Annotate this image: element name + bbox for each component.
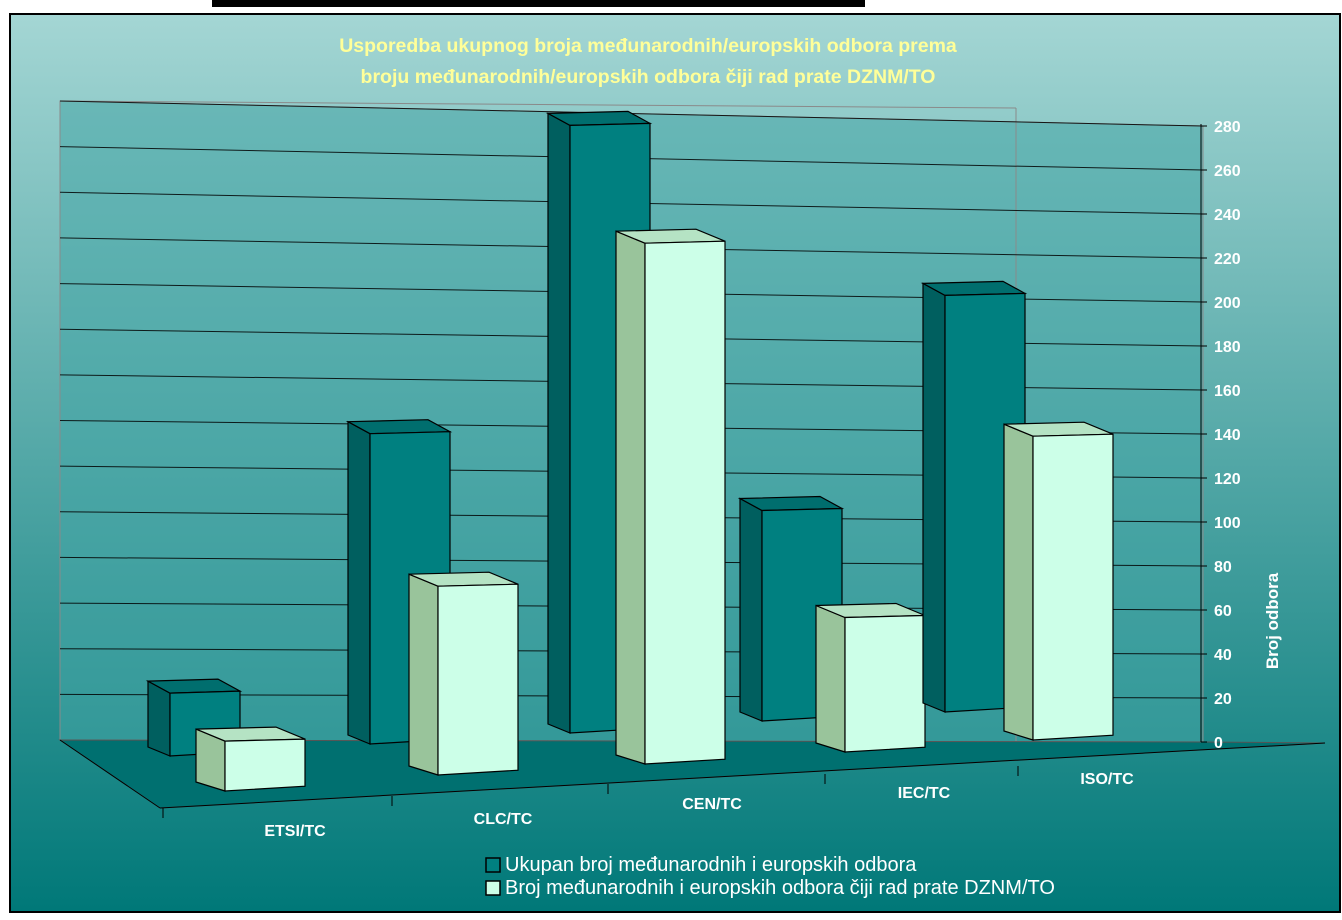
legend: Ukupan broj međunarodnih i europskih odb… [485,854,1055,899]
bar-total-iectc-side [739,497,763,722]
y-tick-label: 120 [1214,471,1241,488]
y-tick-label: 0 [1214,735,1223,752]
top-black-bar [212,0,865,7]
bar-monitored-isotc-front [1032,433,1114,741]
y-tick-label: 60 [1214,603,1232,620]
bar-monitored-clctc [408,571,519,776]
bar-total-etsitc [145,678,243,757]
bar-monitored-iectc [815,602,926,753]
y-axis-label: Broj odbora [1263,572,1282,669]
bar-total-isotc-side [922,282,946,713]
y-tick-label: 240 [1214,207,1241,224]
bar-total-etsitc-side [147,680,171,757]
y-tick-label: 220 [1214,251,1241,268]
bar-monitored-centc-side [615,230,646,765]
x-axis: ETSI/TC CLC/TC CEN/TC IEC/TC ISO/TC [162,766,1134,840]
bar-monitored-iectc-side [815,604,846,753]
y-tick-label: 20 [1214,691,1232,708]
y-tick-label: 40 [1214,647,1232,664]
x-tick-label: IEC/TC [898,785,951,802]
legend-swatch-total [485,857,501,873]
bar-monitored-iectc-front [844,614,926,753]
bar-monitored-etsitc-front [224,738,306,792]
y-tick-label: 160 [1214,383,1241,400]
y-tick-label: 200 [1214,295,1241,312]
bar-monitored-centc [615,228,726,765]
bar-monitored-clctc-front [437,583,519,776]
bar-monitored-centc-front [644,240,726,765]
chart-title-line-2: broju međunarodnih/europskih odbora čiji… [361,66,936,88]
legend-label-total: Ukupan broj međunarodnih i europskih odb… [505,854,917,876]
legend-swatch-monitored [485,880,501,896]
y-tick-label: 260 [1214,163,1241,180]
y-tick-label: 280 [1214,119,1241,136]
y-tick-label: 140 [1214,427,1241,444]
floor-left-edge [59,739,161,809]
bar-total-centc-side [547,112,571,734]
x-tick-label: ETSI/TC [264,823,326,840]
legend-label-monitored: Broj međunarodnih i europskih odbora čij… [505,877,1055,899]
bars [145,110,1114,792]
bar-monitored-isotc [1003,421,1114,741]
bar-total-clctc-side [347,420,371,745]
y-tick-label: 180 [1214,339,1241,356]
y-axis: 0 20 40 60 80 100 120 140 160 180 200 220 240 260 280 [1200,119,1241,752]
wall-top-edge [59,100,1017,109]
x-tick-label: CEN/TC [682,796,742,813]
bar-monitored-clctc-side [408,573,439,776]
chart-title-line-1: Usporedba ukupnog broja međunarodnih/eur… [339,35,957,57]
y-tick-label: 80 [1214,559,1232,576]
y-tick-label: 100 [1214,515,1241,532]
floor-front-edge [159,742,1326,809]
bar-total-clctc [345,419,453,745]
bar-monitored-isotc-side [1003,423,1034,741]
bar-monitored-etsitc [195,726,306,792]
x-tick-label: CLC/TC [474,811,533,828]
x-tick-label: ISO/TC [1080,771,1134,788]
